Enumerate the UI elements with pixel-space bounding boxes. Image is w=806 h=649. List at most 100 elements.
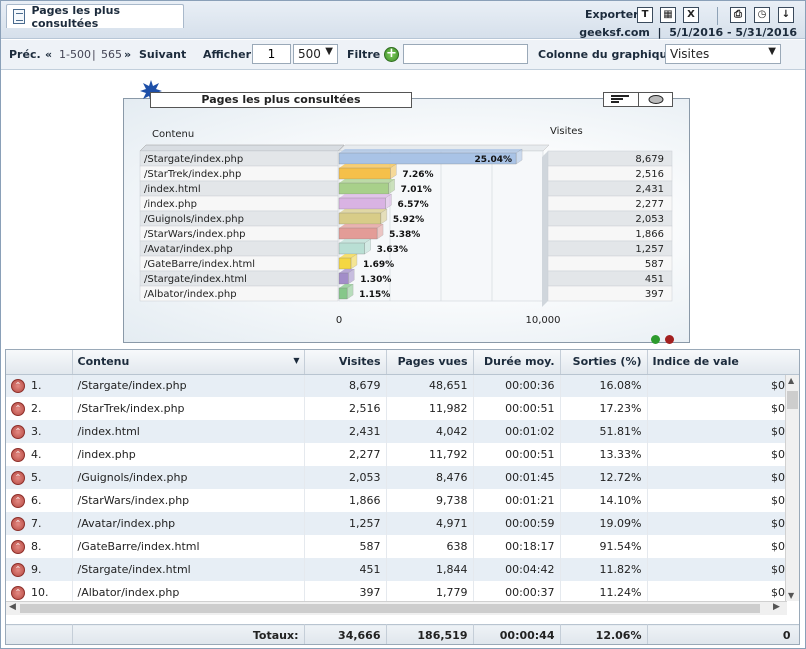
- col-exits-header[interactable]: Sorties (%): [560, 350, 648, 375]
- table-row[interactable]: ⌃ 4. /index.php 2,277 11,792 00:00:51 13.33% $0…: [6, 443, 799, 466]
- row-detail-icon[interactable]: ⌃: [11, 424, 25, 439]
- col-duration-header[interactable]: Durée moy.: [473, 350, 561, 375]
- print-icon[interactable]: ⎙: [730, 7, 746, 23]
- pie-view-icon[interactable]: [639, 93, 673, 106]
- horizontal-scroll-thumb[interactable]: [20, 604, 760, 613]
- chart-column-label: Colonne du graphique: [538, 48, 675, 61]
- bar: [338, 287, 348, 300]
- report-toolbar: Préc. « 1-500 | 565 » Suivant Afficher 5…: [1, 40, 805, 70]
- export-image-icon[interactable]: ▦: [660, 7, 676, 23]
- visits-cell: 2,516: [304, 397, 387, 420]
- add-filter-icon[interactable]: +: [384, 47, 399, 62]
- chart-column-select[interactable]: Visites ▼: [665, 44, 781, 64]
- status-green-dot: [651, 335, 660, 344]
- filter-input[interactable]: [403, 44, 528, 64]
- category-axis-title: Contenu: [152, 129, 194, 140]
- table-row[interactable]: ⌃ 1. /Stargate/index.php 8,679 48,651 00:00:3…: [6, 374, 799, 397]
- table-row[interactable]: ⌃ 6. /StarWars/index.php 1,866 9,738 00:01:21…: [6, 489, 799, 512]
- value-index-cell: $0.0: [647, 420, 799, 443]
- export-excel-icon[interactable]: X: [683, 7, 699, 23]
- page-cell: /StarTrek/index.php: [72, 397, 305, 420]
- category-label: /StarTrek/index.php: [144, 169, 241, 180]
- row-detail-icon[interactable]: ⌃: [11, 378, 25, 393]
- rank-label: 9.: [31, 562, 42, 576]
- scroll-up-icon[interactable]: ▲: [788, 376, 795, 385]
- sort-desc-icon[interactable]: ▼: [293, 356, 300, 365]
- category-label: /index.html: [144, 184, 201, 195]
- value-index-cell: $0.0: [647, 512, 799, 535]
- col-page-header[interactable]: Contenu ▼: [72, 350, 305, 375]
- value-label: 8,679: [635, 154, 664, 165]
- bar-top: [339, 164, 397, 168]
- range-separator: |: [92, 48, 96, 61]
- table-row[interactable]: ⌃ 9. /Stargate/index.html 451 1,844 00:04:42 1…: [6, 558, 799, 581]
- page-cell: /index.php: [72, 443, 305, 466]
- row-detail-icon[interactable]: ⌃: [11, 447, 25, 462]
- row-detail-icon[interactable]: ⌃: [11, 401, 25, 416]
- bar-top: [339, 179, 395, 183]
- table-row[interactable]: ⌃ 5. /Guignols/index.php 2,053 8,476 00:01:45…: [6, 466, 799, 489]
- row-detail-icon[interactable]: ⌃: [11, 585, 25, 600]
- pageviews-cell: 11,792: [386, 443, 474, 466]
- table-row[interactable]: ⌃ 2. /StarTrek/index.php 2,516 11,982 00:00:5…: [6, 397, 799, 420]
- exits-cell: 11.82%: [560, 558, 648, 581]
- bar-view-icon[interactable]: [604, 93, 639, 106]
- grid-table: Contenu ▼ Visites Pages vues Durée moy. …: [6, 350, 799, 604]
- duration-cell: 00:00:36: [473, 374, 561, 397]
- status-red-dot: [665, 335, 674, 344]
- chevron-down-icon: ▼: [325, 46, 333, 57]
- visits-cell: 587: [304, 535, 387, 558]
- report-tab[interactable]: Pages les plus consultées: [6, 4, 184, 30]
- vertical-scrollbar[interactable]: ▲ ▼: [785, 375, 799, 601]
- col-pageviews-header[interactable]: Pages vues: [386, 350, 474, 375]
- download-icon[interactable]: ↓: [778, 7, 794, 23]
- next-link[interactable]: Suivant: [139, 48, 187, 61]
- visits-cell: 1,866: [304, 489, 387, 512]
- x-tick-label: 0: [336, 315, 342, 326]
- document-icon: [13, 9, 26, 24]
- row-detail-icon[interactable]: ⌃: [11, 493, 25, 508]
- col-visits-header[interactable]: Visites: [304, 350, 387, 375]
- bar: [338, 272, 349, 285]
- page-cell: /Avatar/index.php: [72, 512, 305, 535]
- row-detail-icon[interactable]: ⌃: [11, 539, 25, 554]
- bar-top: [339, 194, 392, 198]
- value-index-cell: $0.0: [647, 581, 799, 604]
- vertical-scroll-thumb[interactable]: [787, 391, 798, 409]
- row-detail-icon[interactable]: ⌃: [11, 470, 25, 485]
- scroll-right-icon[interactable]: ▶: [773, 602, 780, 612]
- table-row[interactable]: ⌃ 7. /Avatar/index.php 1,257 4,971 00:00:59 19…: [6, 512, 799, 535]
- rank-cell: ⌃ 6.: [6, 489, 73, 512]
- totals-row: Totaux: 34,666 186,519 00:00:44 12.06% 0: [6, 624, 799, 644]
- table-row[interactable]: ⌃ 10. /Albator/index.php 397 1,779 00:00:37 11…: [6, 581, 799, 604]
- prev-arrow-icon[interactable]: «: [45, 48, 53, 61]
- site-date-info: geeksf.com | 5/1/2016 - 5/31/2016: [579, 26, 797, 39]
- value-label: 2,277: [635, 199, 664, 210]
- rank-cell: ⌃ 7.: [6, 512, 73, 535]
- table-row[interactable]: ⌃ 3. /index.html 2,431 4,042 00:01:02 51.81% $0…: [6, 420, 799, 443]
- value-row: [547, 285, 673, 302]
- exits-cell: 17.23%: [560, 397, 648, 420]
- export-text-icon[interactable]: T: [637, 7, 653, 23]
- horizontal-scrollbar[interactable]: ◀ ▶: [6, 601, 787, 615]
- row-detail-icon[interactable]: ⌃: [11, 562, 25, 577]
- col-value-index-header[interactable]: Indice de vale: [647, 350, 799, 375]
- site-name: geeksf.com: [579, 26, 650, 39]
- next-arrow-icon[interactable]: »: [124, 48, 132, 61]
- scroll-down-icon[interactable]: ▼: [788, 591, 795, 600]
- total-value-index: 0: [647, 624, 799, 644]
- rank-label: 10.: [31, 585, 49, 599]
- schedule-icon[interactable]: ◷: [754, 7, 770, 23]
- pageviews-cell: 4,971: [386, 512, 474, 535]
- row-detail-icon[interactable]: ⌃: [11, 516, 25, 531]
- scroll-left-icon[interactable]: ◀: [9, 602, 16, 612]
- bar-percent-label: 1.69%: [363, 260, 394, 270]
- total-exits: 12.06%: [560, 624, 648, 644]
- col-rank-header: [6, 350, 73, 375]
- start-row-input[interactable]: [252, 44, 291, 64]
- exits-cell: 51.81%: [560, 420, 648, 443]
- page-size-select[interactable]: 500 ▼: [293, 44, 338, 64]
- bar-percent-label: 1.30%: [360, 275, 391, 285]
- prev-link[interactable]: Préc.: [9, 48, 41, 61]
- table-row[interactable]: ⌃ 8. /GateBarre/index.html 587 638 00:18:17 91…: [6, 535, 799, 558]
